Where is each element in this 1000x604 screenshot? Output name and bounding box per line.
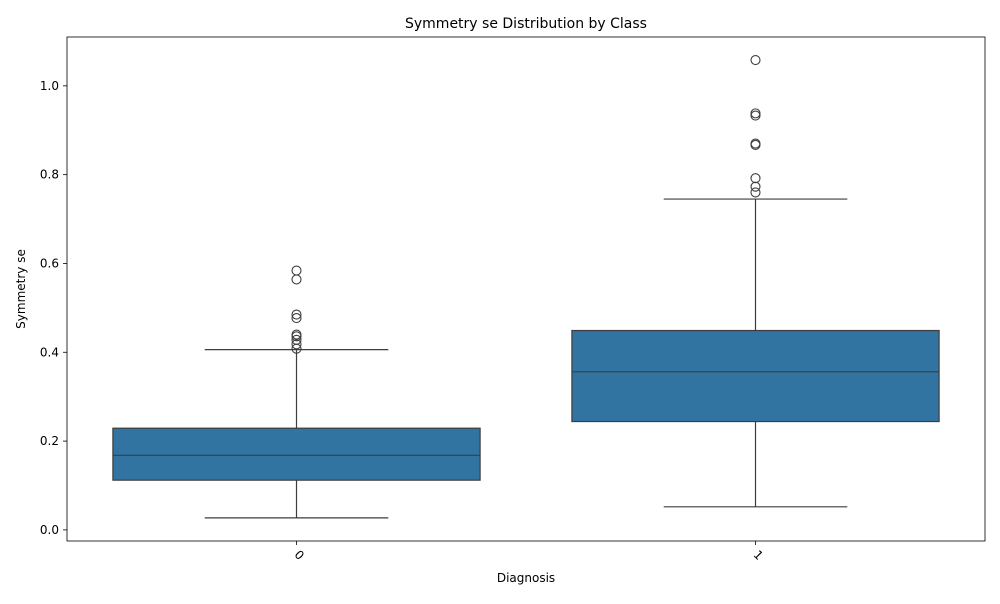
outlier-point	[750, 173, 761, 184]
outlier-point	[750, 138, 761, 149]
outlier-point	[750, 55, 761, 66]
x-tick-label: 0	[292, 548, 307, 563]
outlier-point	[750, 108, 761, 119]
y-tick-label: 0.8	[40, 168, 59, 182]
y-tick-label: 1.0	[40, 79, 59, 93]
plot-area: 0.0 0.2 0.4 0.6 0.8 1.0 0 1	[40, 36, 986, 563]
x-axis-label: Diagnosis	[497, 571, 555, 585]
y-axis-label: Symmetry se	[14, 249, 28, 329]
outlier-point	[291, 329, 302, 340]
y-tick-label: 0.2	[40, 434, 59, 448]
outlier-point	[291, 339, 302, 350]
plot-frame	[66, 36, 986, 542]
chart-title: Symmetry se Distribution by Class	[405, 16, 647, 32]
box-iqr	[571, 329, 940, 423]
y-tick-label: 0.6	[40, 256, 59, 270]
outlier-point	[291, 313, 302, 324]
y-tick-label: 0.4	[40, 345, 59, 359]
y-tick-label: 0.0	[40, 523, 59, 537]
outlier-point	[291, 274, 302, 285]
x-tick-label: 1	[751, 548, 766, 563]
outlier-point	[291, 265, 302, 276]
outlier-point	[750, 187, 761, 198]
outlier-point	[291, 309, 302, 320]
box-iqr	[112, 427, 481, 481]
outlier-point	[291, 334, 302, 345]
outlier-point	[750, 181, 761, 192]
outlier-point	[750, 110, 761, 121]
